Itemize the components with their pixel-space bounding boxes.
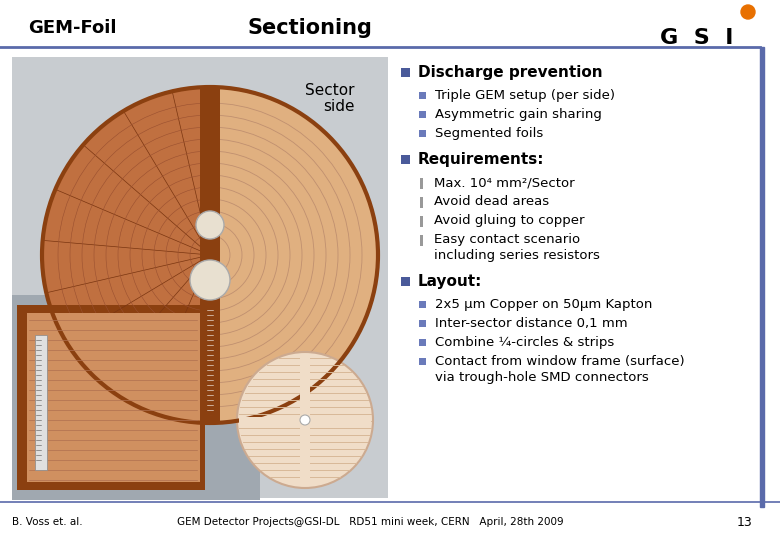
Bar	[419, 357, 426, 364]
Text: Discharge prevention: Discharge prevention	[418, 65, 603, 80]
Bar	[420, 197, 423, 207]
Text: Sectioning: Sectioning	[247, 18, 372, 38]
Bar	[400, 68, 410, 77]
Bar	[420, 178, 423, 188]
Bar	[419, 300, 426, 307]
Text: including series resistors: including series resistors	[434, 249, 600, 262]
Circle shape	[237, 352, 373, 488]
Bar	[17, 305, 205, 490]
Text: Avoid dead areas: Avoid dead areas	[434, 195, 549, 208]
Bar	[27, 313, 200, 482]
Bar	[419, 91, 426, 98]
Bar	[760, 47, 764, 507]
Text: Max. 10⁴ mm²/Sector: Max. 10⁴ mm²/Sector	[434, 176, 575, 189]
Bar	[400, 276, 410, 286]
Circle shape	[190, 260, 230, 300]
Circle shape	[741, 5, 755, 19]
Wedge shape	[42, 87, 210, 423]
Circle shape	[300, 415, 310, 425]
Circle shape	[196, 211, 224, 239]
Text: Contact from window frame (surface): Contact from window frame (surface)	[435, 355, 685, 368]
Text: Combine ¼-circles & strips: Combine ¼-circles & strips	[435, 336, 615, 349]
Bar	[419, 130, 426, 137]
Text: GEM-Foil: GEM-Foil	[28, 19, 116, 37]
Bar	[419, 320, 426, 327]
Bar	[12, 57, 388, 498]
Text: Easy contact scenario: Easy contact scenario	[434, 233, 580, 246]
Text: Requirements:: Requirements:	[418, 152, 544, 167]
Text: Layout:: Layout:	[418, 274, 482, 289]
Text: 13: 13	[736, 516, 752, 529]
Text: Avoid gluing to copper: Avoid gluing to copper	[434, 214, 584, 227]
Bar	[420, 234, 423, 246]
Bar	[420, 215, 423, 226]
Text: via trough-hole SMD connectors: via trough-hole SMD connectors	[435, 371, 649, 384]
Text: Asymmetric gain sharing: Asymmetric gain sharing	[435, 108, 602, 121]
Wedge shape	[210, 87, 378, 423]
Text: Triple GEM setup (per side): Triple GEM setup (per side)	[435, 89, 615, 102]
Text: B. Voss et. al.: B. Voss et. al.	[12, 517, 83, 527]
Bar	[419, 339, 426, 346]
Text: Sector: Sector	[306, 83, 355, 98]
Bar	[300, 354, 310, 486]
Text: side: side	[324, 99, 355, 114]
Text: G  S  I: G S I	[660, 28, 733, 48]
Text: GEM Detector Projects@GSI-DL   RD51 mini week, CERN   April, 28th 2009: GEM Detector Projects@GSI-DL RD51 mini w…	[177, 517, 563, 527]
Bar	[239, 417, 371, 423]
Bar	[35, 335, 47, 470]
Text: Inter-sector distance 0,1 mm: Inter-sector distance 0,1 mm	[435, 317, 628, 330]
Bar	[12, 295, 260, 500]
Bar	[419, 111, 426, 118]
Bar	[400, 154, 410, 164]
Bar	[200, 87, 220, 423]
Text: Segmented foils: Segmented foils	[435, 127, 543, 140]
Text: 2x5 μm Copper on 50μm Kapton: 2x5 μm Copper on 50μm Kapton	[435, 298, 652, 311]
